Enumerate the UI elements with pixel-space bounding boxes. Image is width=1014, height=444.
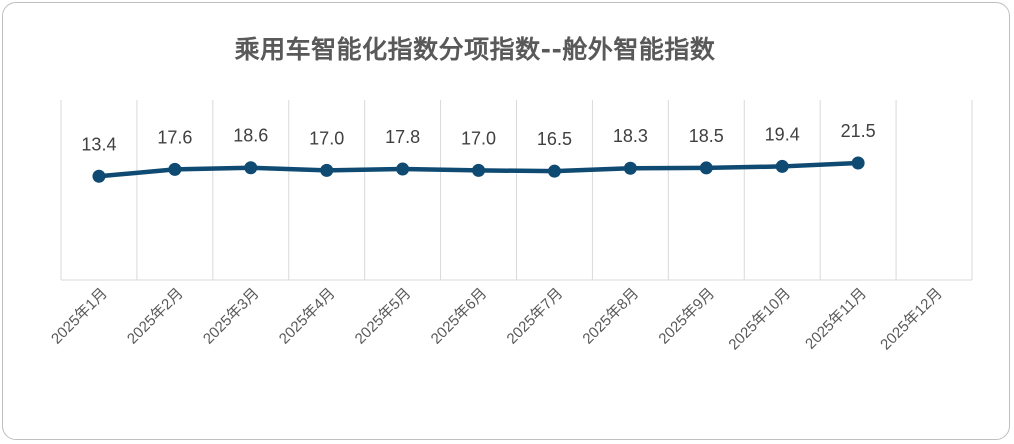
data-label: 19.4 [765,124,800,144]
data-point [699,161,713,175]
x-tick-label: 2025年9月 [655,285,718,348]
data-point [472,163,486,177]
data-label: 17.6 [157,127,192,147]
x-tick-label: 2025年3月 [200,285,263,348]
data-point [92,169,106,183]
data-label: 21.5 [841,121,876,141]
x-tick-label: 2025年6月 [428,285,491,348]
chart-title: 乘用车智能化指数分项指数--舱外智能指数 [234,35,716,64]
x-tick-label: 2025年8月 [579,285,642,348]
data-point [775,159,789,173]
data-label: 17.0 [461,128,496,148]
data-label: 18.5 [689,126,724,146]
x-tick-label: 2025年1月 [48,285,111,348]
data-label: 18.3 [613,126,648,146]
data-point [320,163,334,177]
data-label: 17.0 [309,128,344,148]
data-point [244,161,258,175]
x-tick-label: 2025年2月 [124,285,187,348]
x-tick-label: 2025年5月 [352,285,415,348]
data-label: 16.5 [537,129,572,149]
data-label: 18.6 [233,126,268,146]
x-tick-label: 2025年4月 [276,285,339,348]
data-point [623,161,637,175]
x-tick-label: 2025年7月 [504,285,567,348]
data-label: 13.4 [81,134,116,154]
x-tick-label: 2025年12月 [877,285,946,354]
x-tick-label: 2025年10月 [725,285,794,354]
data-point [547,164,561,178]
data-label: 17.8 [385,127,420,147]
data-point [168,162,182,176]
x-tick-label: 2025年11月 [802,285,870,353]
data-point [851,156,865,170]
data-point [396,162,410,176]
